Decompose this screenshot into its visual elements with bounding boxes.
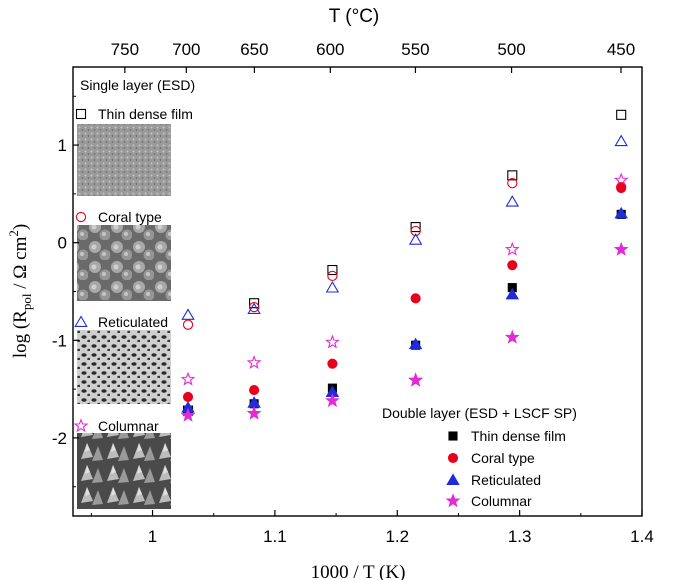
point-double-columnar bbox=[504, 329, 520, 344]
top-axis-title: T (°C) bbox=[329, 6, 380, 27]
point-single-coral-type bbox=[327, 270, 338, 282]
y-axis-title-mid: / Ω cm bbox=[10, 236, 31, 293]
point-single-reticulated bbox=[325, 281, 340, 293]
y-tick-label: 1 bbox=[58, 136, 67, 155]
y-tick-label: -2 bbox=[52, 429, 67, 448]
x-tick-label: 1.3 bbox=[508, 527, 532, 546]
point-double-columnar bbox=[613, 241, 629, 256]
legend-double-thin-dense-film-marker bbox=[448, 431, 458, 441]
point-double-columnar bbox=[325, 393, 340, 408]
point-single-columnar bbox=[325, 334, 340, 349]
point-double-reticulated bbox=[614, 206, 628, 219]
legend-single-reticulated-marker bbox=[74, 315, 88, 327]
point-single-thin-dense-film bbox=[616, 109, 627, 120]
legend-single-thin-dense-film-label: Thin dense film bbox=[98, 106, 193, 122]
top-tick-label: 450 bbox=[607, 40, 635, 59]
top-tick-label: 600 bbox=[316, 40, 344, 59]
legend-double-coral-type-marker bbox=[447, 452, 459, 464]
y-axis-title-suffix: ) bbox=[10, 224, 31, 230]
y-axis-title-prefix: log (R bbox=[10, 310, 31, 358]
sem-image-columnar bbox=[77, 433, 171, 509]
top-axis-ticks: 750 700 650 600 550 500 450 bbox=[111, 40, 635, 73]
point-double-coral-type bbox=[249, 385, 260, 396]
legend-single-columnar-label: Columnar bbox=[98, 418, 159, 434]
y-axis-ticks: -2 -1 0 1 bbox=[52, 95, 79, 488]
x-tick-label: 1.4 bbox=[630, 527, 654, 546]
point-single-thin-dense-film bbox=[410, 222, 421, 233]
point-double-columnar bbox=[246, 405, 262, 420]
single-layer-title: Single layer (ESD) bbox=[80, 77, 195, 93]
top-tick-label: 500 bbox=[497, 40, 525, 59]
point-double-coral-type bbox=[182, 391, 194, 402]
legend-double-thin-dense-film-label: Thin dense film bbox=[471, 428, 566, 444]
point-double-coral-type bbox=[410, 293, 421, 304]
legend-double-coral-type-label: Coral type bbox=[471, 450, 535, 466]
legend-single-layer: Thin dense film Coral type Reticulated Colu… bbox=[73, 106, 193, 434]
point-double-columnar bbox=[180, 407, 196, 422]
point-single-reticulated bbox=[614, 134, 628, 147]
top-tick-label: 550 bbox=[401, 40, 429, 59]
data-points bbox=[180, 109, 629, 422]
top-tick-label: 750 bbox=[111, 40, 139, 59]
point-double-coral-type bbox=[507, 260, 518, 271]
sem-image-thin-dense-film bbox=[77, 124, 171, 196]
legend-single-coral-type-label: Coral type bbox=[98, 209, 162, 225]
legend-double-reticulated-marker bbox=[446, 473, 460, 485]
legend-double-layer: Thin dense film Coral type Reticulated Colu… bbox=[445, 428, 566, 509]
point-single-reticulated bbox=[247, 302, 261, 315]
point-double-coral-type bbox=[616, 182, 627, 194]
sem-image-coral-type bbox=[77, 225, 171, 301]
y-axis-title: log (Rpol / Ω cm2) bbox=[6, 224, 34, 358]
point-single-columnar bbox=[613, 172, 629, 187]
legend-single-reticulated-label: Reticulated bbox=[98, 314, 168, 330]
x-axis-ticks: 1 1.1 1.2 1.3 1.4 bbox=[90, 510, 654, 546]
point-single-columnar bbox=[180, 371, 196, 386]
top-tick-label: 650 bbox=[240, 40, 268, 59]
legend-double-reticulated-label: Reticulated bbox=[471, 472, 541, 488]
legend-single-thin-dense-film-marker bbox=[75, 108, 87, 120]
point-single-columnar bbox=[504, 241, 520, 256]
x-axis-title: 1000 / T (K) bbox=[311, 562, 406, 580]
legend-single-coral-type-marker bbox=[75, 211, 87, 223]
legend-double-columnar-marker bbox=[445, 493, 461, 508]
point-single-reticulated bbox=[505, 195, 520, 207]
point-single-reticulated bbox=[408, 233, 423, 245]
point-single-thin-dense-film bbox=[507, 170, 518, 181]
legend-single-columnar-marker bbox=[73, 418, 89, 433]
point-single-reticulated bbox=[181, 308, 195, 320]
y-tick-label: -1 bbox=[52, 331, 67, 350]
x-tick-label: 1.2 bbox=[385, 527, 409, 546]
point-single-coral-type bbox=[507, 178, 518, 189]
point-single-thin-dense-film bbox=[249, 298, 260, 309]
point-single-columnar bbox=[246, 354, 262, 370]
double-layer-title: Double layer (ESD + LSCF SP) bbox=[382, 405, 577, 421]
point-double-coral-type bbox=[327, 358, 338, 369]
point-double-columnar bbox=[408, 372, 424, 387]
point-double-reticulated bbox=[408, 337, 423, 350]
sem-image-reticulated bbox=[77, 330, 171, 404]
x-tick-label: 1 bbox=[148, 527, 157, 546]
point-single-coral-type bbox=[182, 319, 194, 330]
legend-double-columnar-label: Columnar bbox=[471, 493, 532, 509]
y-axis-title-sup: 2 bbox=[6, 230, 21, 237]
point-double-reticulated bbox=[505, 287, 520, 300]
point-single-coral-type bbox=[410, 225, 421, 237]
y-tick-label: 0 bbox=[58, 234, 67, 253]
y-axis-title-sub: pol bbox=[19, 293, 34, 310]
top-tick-label: 700 bbox=[172, 40, 200, 59]
point-single-thin-dense-film bbox=[327, 264, 338, 276]
x-tick-label: 1.1 bbox=[263, 527, 287, 546]
